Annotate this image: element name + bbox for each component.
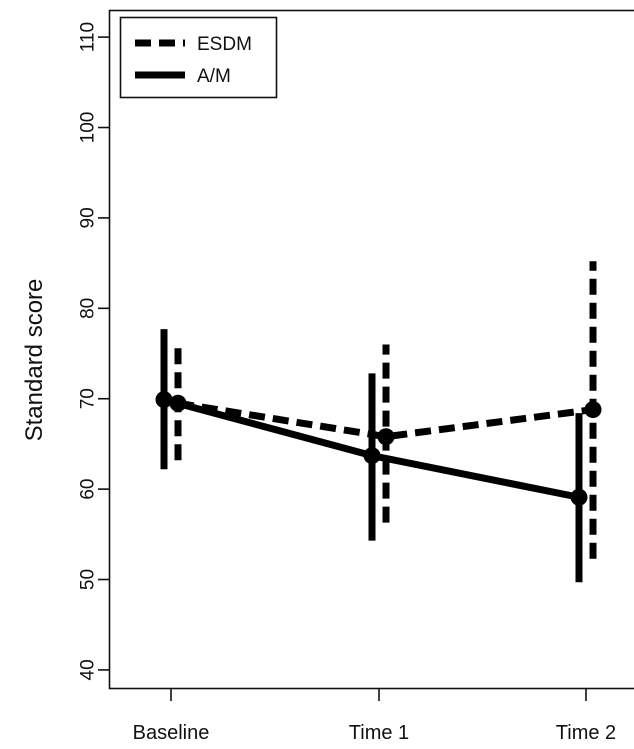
data-point-esdm [584,401,602,419]
y-tick-label: 50 [78,569,99,590]
x-axis: Baseline Time 1 Time 2 [133,688,616,744]
x-tick-label: Time 2 [556,722,616,744]
legend: ESDM A/M [119,16,278,99]
series-line-esdm [177,399,594,441]
legend-box [119,16,278,99]
x-tick-label: Time 1 [349,722,409,744]
legend-label-am: A/M [197,66,231,87]
y-tick-label: 90 [78,207,99,228]
data-point-am [363,447,381,465]
plot-frame [108,9,634,690]
y-tick-label: 40 [78,659,99,680]
data-point-esdm [377,428,395,446]
series-layer [155,261,602,583]
y-tick-label: 80 [78,298,99,319]
x-tick-label: Baseline [133,722,210,744]
y-tick-label: 100 [78,112,99,144]
y-tick-label: 110 [78,22,99,52]
y-axis-title: Standard score [21,279,48,442]
data-point-am [155,391,173,409]
data-point-am [570,488,588,506]
y-tick-label: 60 [78,479,99,500]
legend-label-esdm: ESDM [197,34,252,55]
y-axis: 40 50 60 70 80 90 100 110 [78,22,109,680]
y-tick-label: 70 [78,388,99,409]
